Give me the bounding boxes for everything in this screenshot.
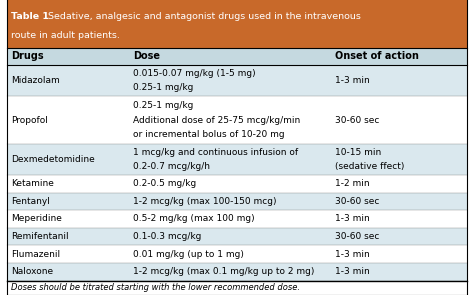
Text: (sedative ffect): (sedative ffect) <box>335 162 404 171</box>
Text: 0.5-2 mg/kg (max 100 mg): 0.5-2 mg/kg (max 100 mg) <box>133 214 255 223</box>
Text: or incremental bolus of 10-20 mg: or incremental bolus of 10-20 mg <box>133 130 284 139</box>
Text: 1-2 mcg/kg (max 100-150 mcg): 1-2 mcg/kg (max 100-150 mcg) <box>133 197 276 206</box>
Text: Doses should be titrated starting with the lower recommended dose.: Doses should be titrated starting with t… <box>11 283 300 292</box>
Text: 0.01 mg/kg (up to 1 mg): 0.01 mg/kg (up to 1 mg) <box>133 250 244 259</box>
Text: 1-3 min: 1-3 min <box>335 214 370 223</box>
Text: Remifentanil: Remifentanil <box>11 232 69 241</box>
Text: 30-60 sec: 30-60 sec <box>335 197 379 206</box>
Text: Table 1: Table 1 <box>11 12 49 21</box>
Bar <box>7 96 467 144</box>
Text: 0.1-0.3 mcg/kg: 0.1-0.3 mcg/kg <box>133 232 201 241</box>
Text: Propofol: Propofol <box>11 116 48 124</box>
Text: 0.2-0.5 mg/kg: 0.2-0.5 mg/kg <box>133 179 196 188</box>
Text: Dose: Dose <box>133 51 160 61</box>
Text: route in adult patients.: route in adult patients. <box>11 31 120 40</box>
Text: 30-60 sec: 30-60 sec <box>335 232 379 241</box>
Text: 10-15 min: 10-15 min <box>335 148 381 157</box>
Text: Fentanyl: Fentanyl <box>11 197 50 206</box>
Text: Midazolam: Midazolam <box>11 76 60 85</box>
Bar <box>7 263 467 281</box>
Text: 1 mcg/kg and continuous infusion of: 1 mcg/kg and continuous infusion of <box>133 148 298 157</box>
Text: 0.015-0.07 mg/kg (1-5 mg): 0.015-0.07 mg/kg (1-5 mg) <box>133 70 255 78</box>
Bar <box>7 175 467 193</box>
Bar <box>7 245 467 263</box>
Text: Additional dose of 25-75 mcg/kg/min: Additional dose of 25-75 mcg/kg/min <box>133 116 300 124</box>
Bar <box>7 0 467 47</box>
Text: Ketamine: Ketamine <box>11 179 54 188</box>
Text: Flumazenil: Flumazenil <box>11 250 60 259</box>
Text: 1-2 min: 1-2 min <box>335 179 370 188</box>
Bar <box>7 210 467 228</box>
Bar <box>7 65 467 96</box>
Bar <box>7 193 467 210</box>
Text: 1-3 min: 1-3 min <box>335 267 370 276</box>
Text: Meperidine: Meperidine <box>11 214 62 223</box>
Text: 1-2 mcg/kg (max 0.1 mg/kg up to 2 mg): 1-2 mcg/kg (max 0.1 mg/kg up to 2 mg) <box>133 267 314 276</box>
Text: 1-3 min: 1-3 min <box>335 76 370 85</box>
Text: 30-60 sec: 30-60 sec <box>335 116 379 124</box>
Text: 0.25-1 mg/kg: 0.25-1 mg/kg <box>133 101 193 110</box>
Text: Drugs: Drugs <box>11 51 44 61</box>
Bar <box>7 144 467 175</box>
Text: Onset of action: Onset of action <box>335 51 419 61</box>
Text: 1-3 min: 1-3 min <box>335 250 370 259</box>
Text: Naloxone: Naloxone <box>11 267 53 276</box>
Bar <box>7 47 467 65</box>
Text: Dexmedetomidine: Dexmedetomidine <box>11 155 95 164</box>
Text: 0.25-1 mg/kg: 0.25-1 mg/kg <box>133 83 193 92</box>
Bar <box>7 228 467 245</box>
Text: 0.2-0.7 mcg/kg/h: 0.2-0.7 mcg/kg/h <box>133 162 210 171</box>
Text: Sedative, analgesic and antagonist drugs used in the intravenous: Sedative, analgesic and antagonist drugs… <box>45 12 361 21</box>
